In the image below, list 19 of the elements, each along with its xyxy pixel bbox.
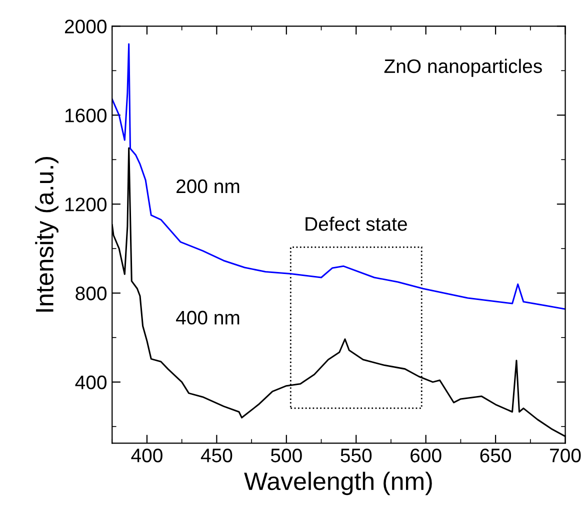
x-tick-label: 700 [550, 448, 581, 462]
annotation: ZnO nanoparticles [384, 58, 542, 77]
x-tick-label: 550 [340, 448, 372, 462]
y-axis-title: Intensity (a.u.) [35, 157, 58, 312]
x-tick-label: 400 [131, 448, 162, 462]
y-tick-label: 1200 [65, 198, 106, 212]
x-axis-title: Wavelength (nm) [244, 472, 432, 496]
y-tick-label: 800 [76, 286, 106, 300]
x-tick-label: 650 [480, 448, 512, 462]
y-tick-label: 1600 [65, 108, 106, 122]
line-series [112, 43, 566, 310]
x-tick-label: 500 [270, 448, 302, 462]
x-tick-label: 600 [410, 448, 442, 462]
series-label: 400 nm [176, 310, 240, 325]
series-label: 200 nm [176, 179, 240, 194]
y-tick-label: 400 [75, 376, 106, 390]
annotation: Defect state [306, 216, 407, 231]
y-tick-label: 2000 [64, 20, 106, 34]
x-tick-label: 450 [200, 448, 232, 462]
